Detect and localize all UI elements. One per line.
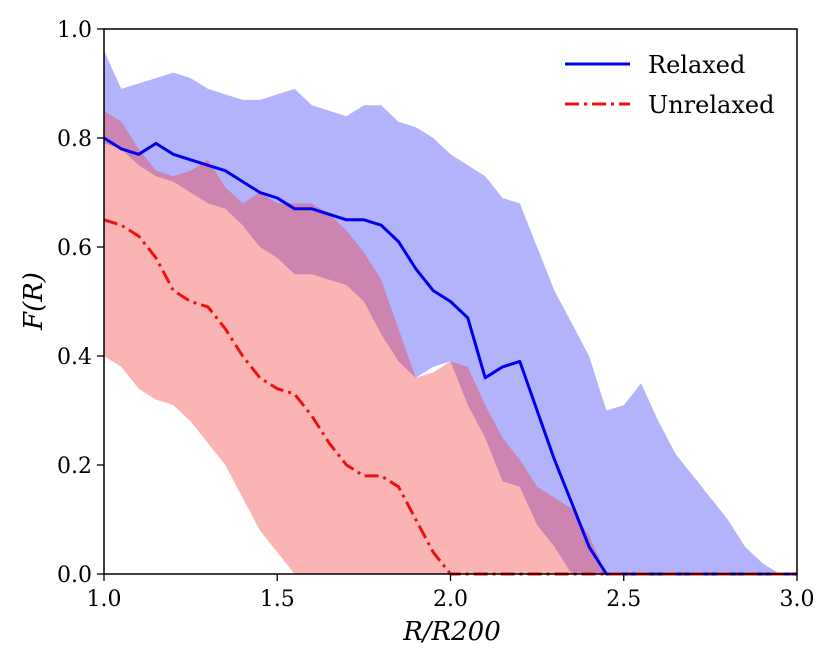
y-tick-label: 0.4	[57, 345, 92, 370]
y-tick-label: 0.6	[57, 236, 92, 261]
x-tick-label: 2.5	[606, 587, 641, 612]
y-tick-label: 0.2	[57, 454, 92, 479]
x-tick-label: 2.0	[433, 587, 468, 612]
y-tick-label: 0.8	[57, 127, 92, 152]
legend-label-unrelaxed: Unrelaxed	[648, 91, 774, 119]
relaxed-band	[104, 50, 797, 575]
unrelaxed-band	[104, 110, 797, 575]
x-axis: 1.0 1.5 2.0 2.5 3.0	[87, 574, 815, 612]
legend-label-relaxed: Relaxed	[648, 51, 745, 79]
x-axis-title: R/R200	[402, 617, 501, 647]
y-tick-label: 1.0	[57, 18, 92, 43]
y-tick-label: 0.0	[57, 563, 92, 588]
y-axis: 0.0 0.2 0.4 0.6 0.8 1.0	[57, 18, 104, 588]
x-tick-label: 1.0	[87, 587, 122, 612]
y-axis-title: F(R)	[19, 272, 49, 331]
legend: Relaxed Unrelaxed	[565, 51, 774, 119]
x-tick-label: 3.0	[780, 587, 815, 612]
plot-area	[103, 50, 797, 576]
x-tick-label: 1.5	[260, 587, 295, 612]
